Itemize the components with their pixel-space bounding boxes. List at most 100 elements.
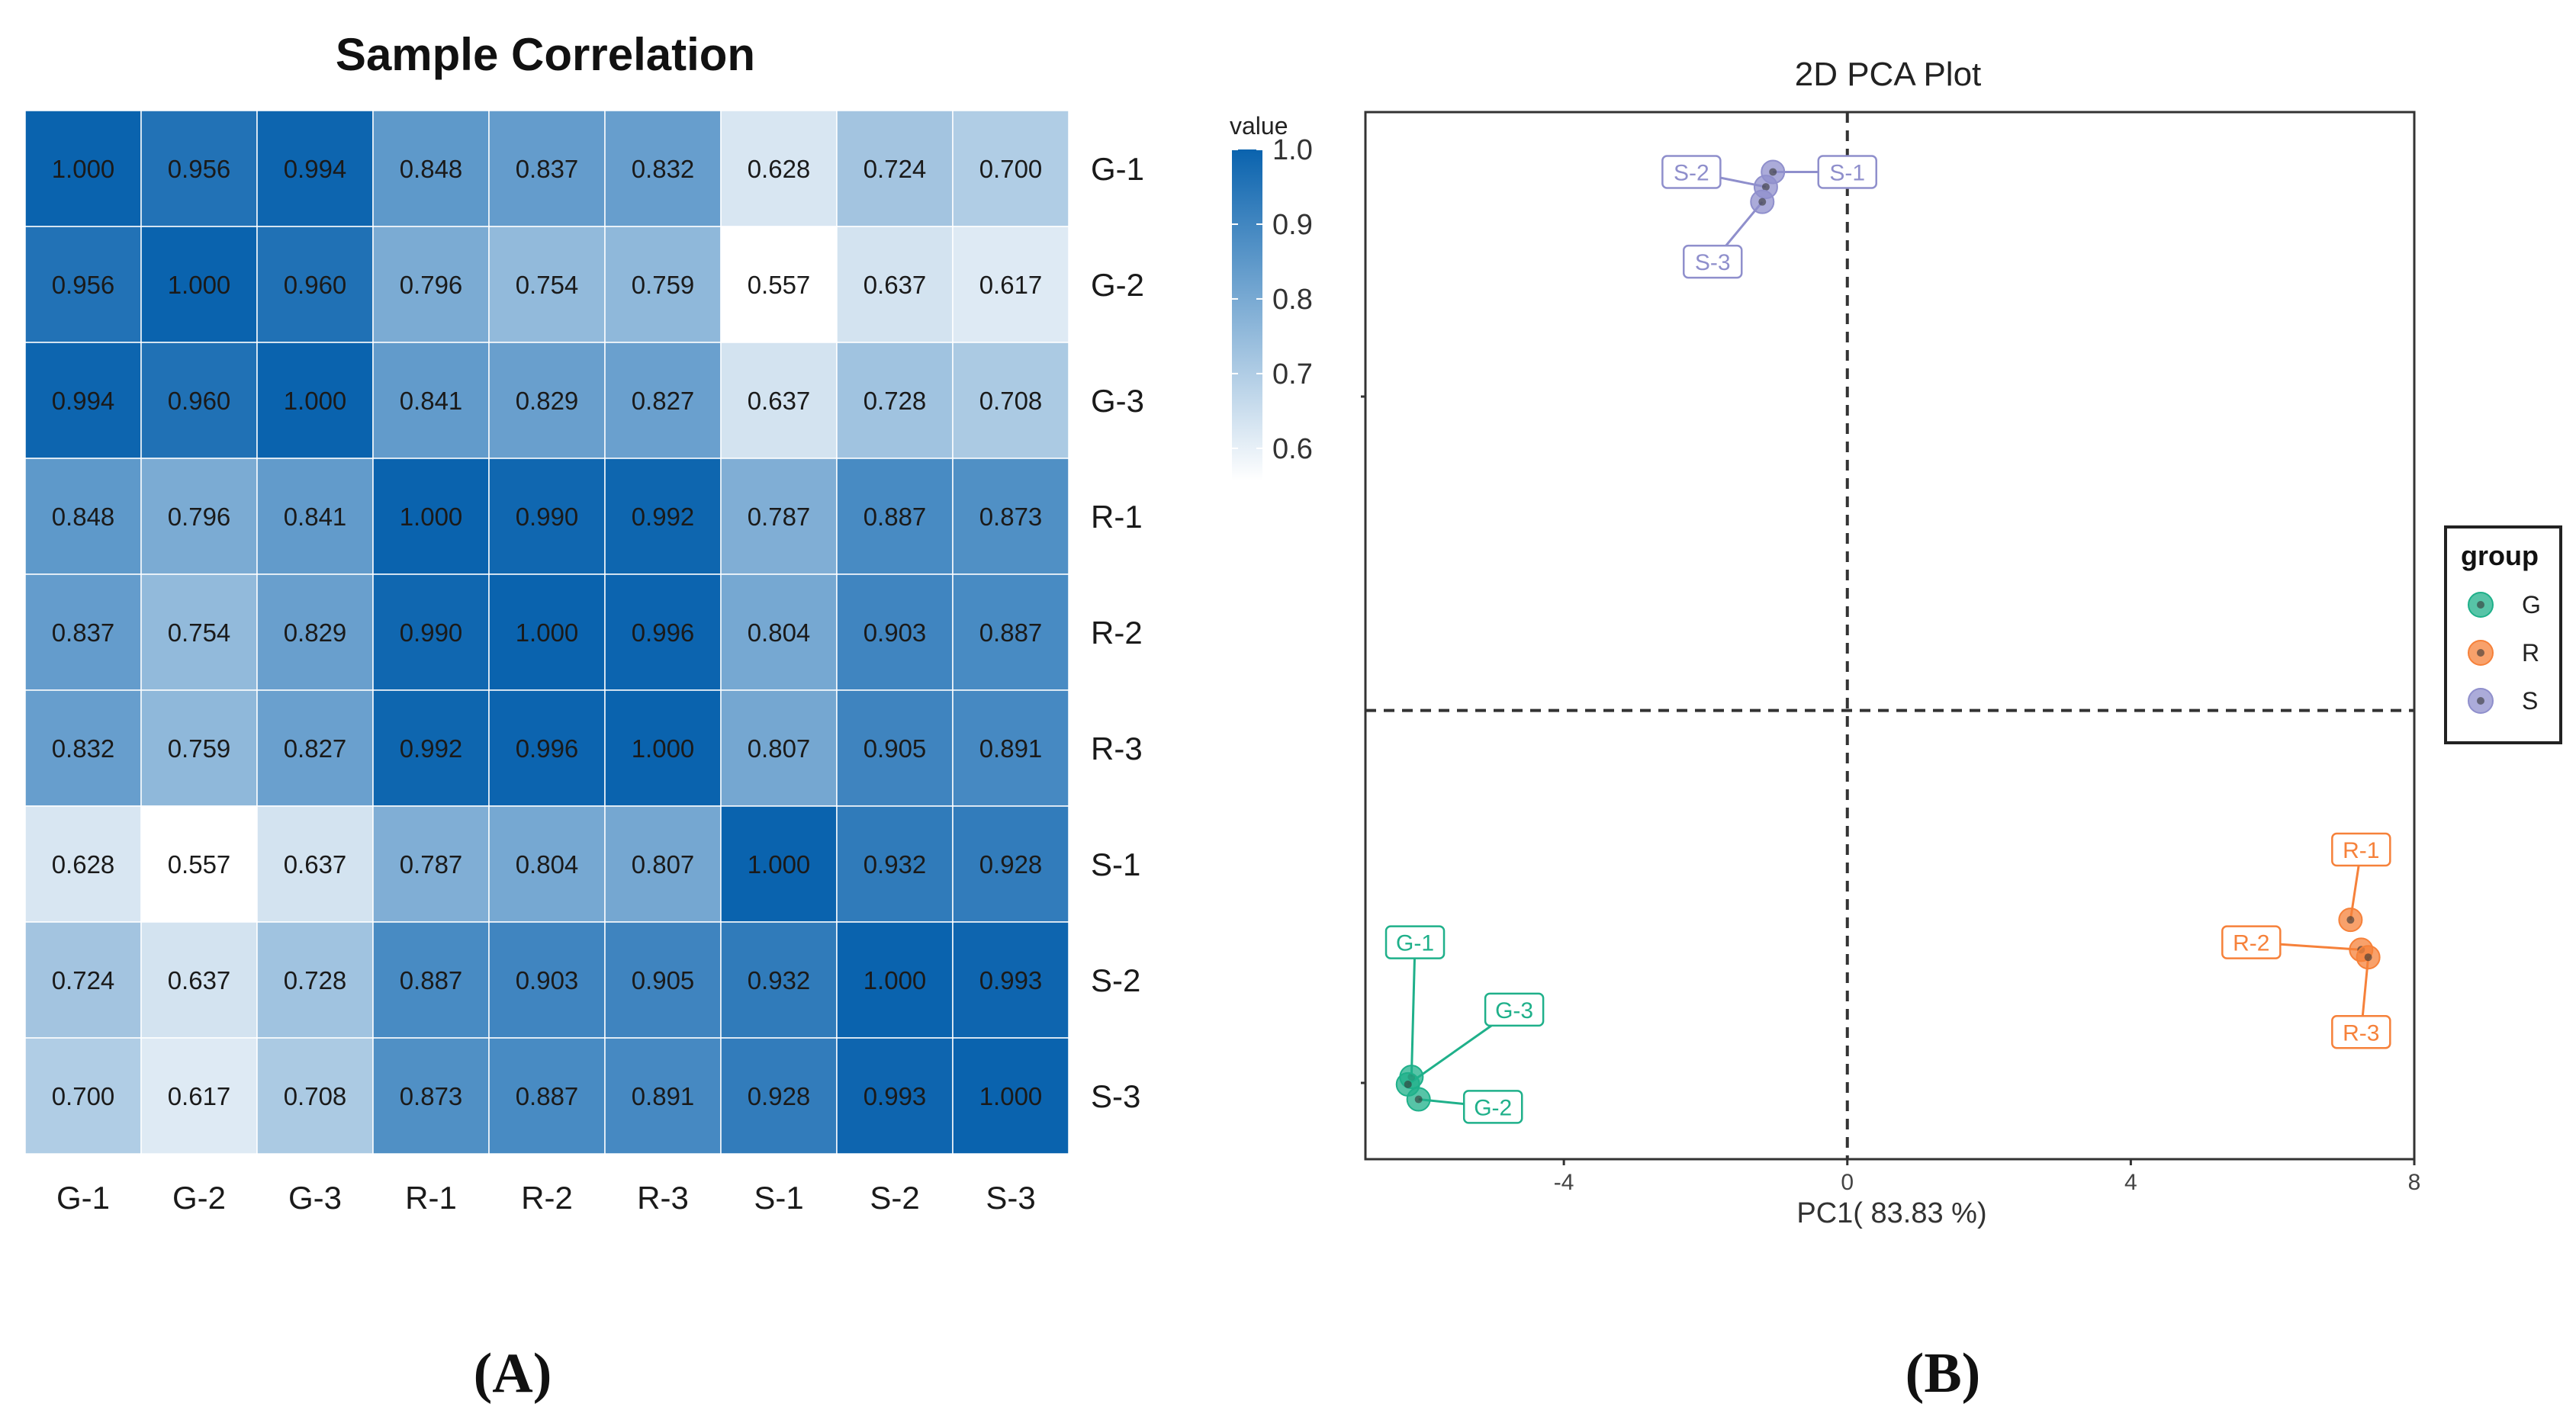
colorbar-tick-label: 0.8 [1272,284,1313,316]
heatmap-cell [720,573,838,691]
heatmap-cell-value: 0.841 [284,503,347,531]
heatmap-cell-value: 0.832 [632,155,695,183]
x-axis-ticks: -4 0 4 8 [1554,1159,2421,1195]
heatmap-cell [488,110,606,227]
heatmap-cell-value: 1.000 [863,966,927,994]
heatmap-cell [488,689,606,807]
heatmap-cell [24,805,142,923]
colorbar-tick-label: 1.0 [1272,134,1313,166]
heatmap-cell-value: 0.829 [284,618,347,647]
heatmap-cell [488,805,606,923]
heatmap-cell [372,573,490,691]
heatmap-cell-value: 0.887 [516,1082,579,1110]
heatmap-column-label: R-2 [521,1180,573,1216]
heatmap-row-label: S-3 [1091,1078,1140,1114]
heatmap-cell [24,342,142,459]
heatmap-cell-value: 0.807 [632,850,695,879]
heatmap-cell [720,342,838,459]
point-label-box [1661,155,1722,189]
heatmap-cell-value: 0.992 [632,503,695,531]
heatmap-cell [140,689,258,807]
heatmap-cell [24,573,142,691]
colorbar-tick-label: 0.9 [1272,209,1313,241]
panel-b-label: (B) [1905,1342,1981,1405]
heatmap-cell-value: 0.787 [748,503,811,531]
heatmap-cell-value: 1.000 [748,850,811,879]
legend-marker-center [2477,697,2484,705]
heatmap-title: Sample Correlation [336,29,755,80]
heatmap-cell-value: 0.804 [748,618,811,647]
heatmap-cell [952,689,1069,807]
legend-marker-center [2477,649,2484,657]
heatmap-cell-value: 0.827 [632,387,695,415]
heatmap-cell-value: 0.996 [632,618,695,647]
heatmap-cell [372,342,490,459]
heatmap-cell-value: 0.637 [863,271,927,299]
pca-point-center [1761,183,1770,191]
heatmap-column-label: R-1 [405,1180,457,1216]
heatmap-cell-value: 0.994 [284,155,347,183]
heatmap-cell [256,226,374,343]
x-axis-tick-label: 0 [1841,1170,1854,1195]
heatmap-cell [836,689,954,807]
pca-point-center [1769,168,1777,176]
heatmap-cell [372,458,490,575]
heatmap-cell-value: 0.557 [168,850,231,879]
heatmap-cell [140,805,258,923]
heatmap-cell [140,110,258,227]
heatmap-cell [836,805,954,923]
heatmap-cell [24,921,142,1039]
heatmap-cell [24,226,142,343]
panel-a-label: (A) [474,1342,552,1405]
heatmap-cell [24,689,142,807]
heatmap-cell-value: 1.000 [400,503,463,531]
heatmap-cell-value: 0.903 [863,618,927,647]
heatmap-cell-value: 0.724 [863,155,927,183]
heatmap-cell [720,1037,838,1155]
heatmap-cell-value: 0.990 [400,618,463,647]
heatmap-cell-value: 1.000 [632,734,695,763]
x-axis-tick-label: 8 [2408,1170,2421,1195]
heatmap-cell [256,1037,374,1155]
heatmap-cell [140,1037,258,1155]
heatmap-cell-value: 0.932 [863,850,927,879]
heatmap-cell-value: 0.891 [979,734,1043,763]
colorbar-tick-label: 0.7 [1272,358,1313,390]
point-label-box [2331,832,2391,867]
pca-point-center [2364,953,2372,962]
label-connector [1410,942,1417,1078]
legend-label: R [2522,639,2539,667]
heatmap-cell-value: 0.804 [516,850,579,879]
heatmap-cell-value: 0.993 [979,966,1043,994]
correlation-heatmap-panel: Sample Correlation 1.000 0.956 0.994 0.848 0… [24,29,1313,1405]
heatmap-cell-value: 0.637 [168,966,231,994]
point-label: S-1 [1829,160,1865,185]
heatmap-cell-value: 0.993 [863,1082,927,1110]
heatmap-cell [372,921,490,1039]
point-labels: G-1 G-2 G-3 R-1 R-2 R-3 S-1 S-2 S-3 [1384,155,2391,1124]
colorbar-title: value [1230,112,1288,140]
heatmap-cell-value: 0.956 [52,271,115,299]
heatmap-cell-value: 0.724 [52,966,115,994]
heatmap-cell [720,226,838,343]
point-label-box [2221,925,2282,959]
heatmap-cell-value: 0.848 [52,503,115,531]
heatmap-cells: 1.000 0.956 0.994 0.848 0.837 0.832 0.628 0.724… [24,110,1069,1155]
heatmap-cell-value: 0.996 [516,734,579,763]
legend-label: S [2522,687,2538,715]
heatmap-cell [24,110,142,227]
heatmap-cell-value: 0.829 [516,387,579,415]
point-label: G-1 [1396,931,1434,956]
heatmap-cell [488,226,606,343]
heatmap-cell [256,573,374,691]
pca-point-center [2346,916,2355,924]
heatmap-cell [836,458,954,575]
heatmap-cell-value: 1.000 [52,155,115,183]
heatmap-cell-value: 0.873 [400,1082,463,1110]
heatmap-cell-value: 0.700 [52,1082,115,1110]
heatmap-cell-value: 0.887 [400,966,463,994]
heatmap-cell-value: 0.787 [400,850,463,879]
heatmap-cell-value: 0.887 [863,503,927,531]
x-axis-tick-label: 4 [2124,1170,2137,1195]
heatmap-cell-value: 0.637 [284,850,347,879]
